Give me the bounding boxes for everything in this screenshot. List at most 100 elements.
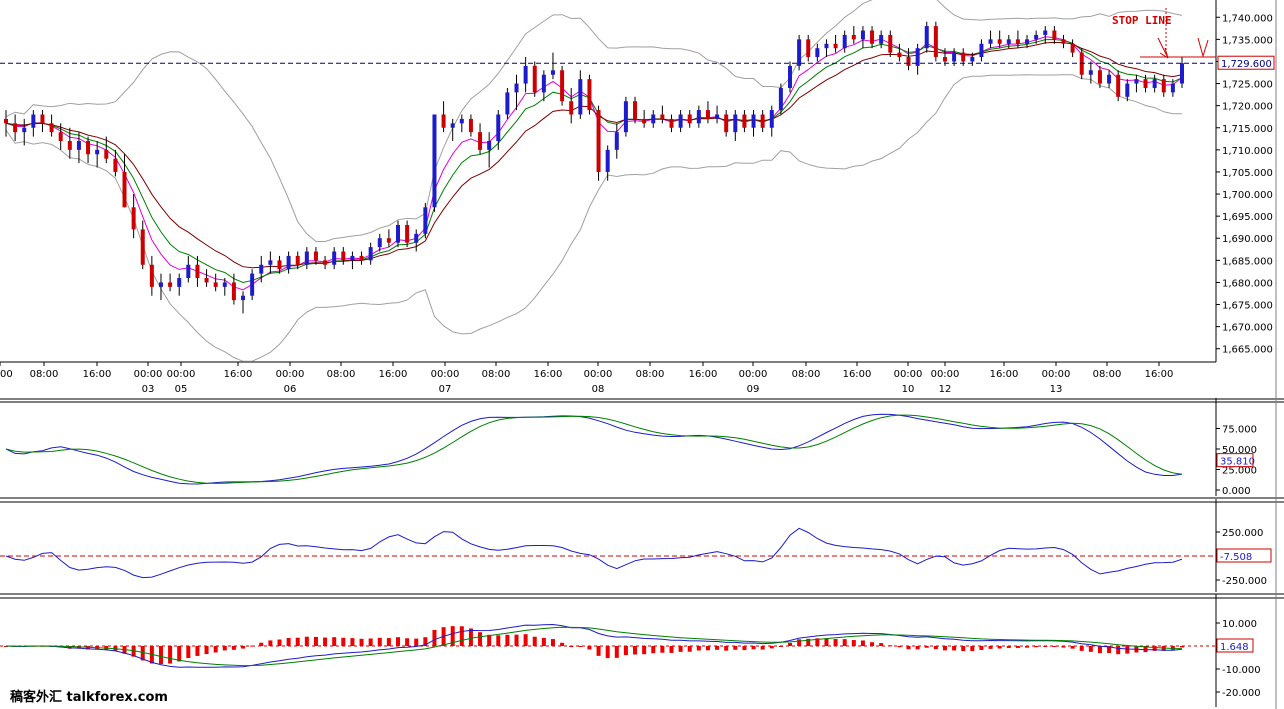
candle xyxy=(523,57,528,93)
x-date-label: 06 xyxy=(284,384,297,395)
candle-body xyxy=(250,273,255,296)
macd-hist-bar xyxy=(277,639,282,646)
macd-hist-bar xyxy=(350,638,355,646)
macd-hist-bar xyxy=(587,646,592,650)
candle-body xyxy=(1088,70,1093,75)
candle xyxy=(997,30,1002,49)
macd-hist-bar xyxy=(888,645,893,647)
macd-hist-bar xyxy=(788,642,792,646)
macd-hist-bar xyxy=(168,646,173,664)
candle xyxy=(760,110,765,133)
candle xyxy=(459,114,464,133)
candle-body xyxy=(1116,74,1121,97)
macd-hist-bar xyxy=(177,646,182,662)
candle xyxy=(687,110,692,128)
macd-hist-bar xyxy=(1180,646,1184,648)
candle xyxy=(4,110,8,137)
macd-hist-bar xyxy=(696,646,701,651)
macd-hist-bar xyxy=(250,645,255,647)
macd-hist-bar xyxy=(332,637,337,646)
candle-body xyxy=(578,79,583,115)
macd-hist-bar xyxy=(241,646,246,649)
candle-body xyxy=(1170,83,1175,93)
macd-hist-bar xyxy=(815,638,820,646)
candle-body xyxy=(4,118,8,124)
candle xyxy=(660,105,665,124)
candle-body xyxy=(1043,30,1048,35)
macd-hist-bar xyxy=(195,646,200,656)
macd-hist-bar xyxy=(833,639,838,646)
macd-signal-line xyxy=(5,626,1183,667)
macd-hist-bar xyxy=(204,646,209,655)
candle-body xyxy=(1152,79,1157,88)
candle-body xyxy=(432,114,437,208)
candle-body xyxy=(788,65,792,88)
candle xyxy=(241,291,246,314)
candle-body xyxy=(259,264,264,274)
candle xyxy=(623,96,628,137)
candle-body xyxy=(1134,79,1139,84)
candle xyxy=(195,255,200,287)
candle xyxy=(1088,61,1093,84)
macd-hist-bar xyxy=(550,639,555,646)
candle-body xyxy=(195,264,200,279)
macd-hist-bar xyxy=(432,629,437,646)
macd-hist-bar xyxy=(724,646,729,651)
candle xyxy=(40,110,45,133)
macd-hist-bar xyxy=(523,634,528,646)
candles xyxy=(4,21,1184,314)
candle xyxy=(478,123,483,155)
candle-body xyxy=(715,114,720,119)
candle xyxy=(432,114,437,212)
macd-hist-bar xyxy=(222,646,227,651)
candle xyxy=(605,145,610,181)
candle xyxy=(204,269,209,287)
macd-hist-bar xyxy=(705,646,710,651)
candle xyxy=(769,105,774,137)
candle-body xyxy=(405,224,410,243)
candle xyxy=(149,255,154,296)
candle xyxy=(1116,70,1121,102)
macd-hist-bar xyxy=(514,634,519,646)
candle xyxy=(259,255,264,283)
y-tick-label: 1,715.000 xyxy=(1222,124,1273,135)
macd-hist-bar xyxy=(614,646,619,658)
candle-body xyxy=(778,87,783,111)
macd-hist-bar xyxy=(268,640,273,646)
macd-hist-bar xyxy=(952,646,957,651)
macd-hist-bar xyxy=(341,637,346,646)
cci-value-box xyxy=(1216,548,1272,563)
stop-line-annotation: STOP LINE xyxy=(1112,8,1216,59)
candle-body xyxy=(550,70,555,75)
candle-body xyxy=(31,114,36,128)
candle xyxy=(1161,74,1166,97)
candle xyxy=(177,273,182,296)
candle xyxy=(222,278,227,296)
candle-body xyxy=(870,30,875,44)
candle xyxy=(1006,34,1011,49)
bollinger-upper xyxy=(5,0,1183,242)
candle xyxy=(295,251,300,270)
candle xyxy=(860,26,865,49)
x-tick-label: 08:00 xyxy=(636,369,665,380)
macd-hist-bar xyxy=(487,634,492,646)
candle-body xyxy=(368,247,373,261)
candle-body xyxy=(104,149,109,159)
x-tick-label: 16:00 xyxy=(689,369,718,380)
candle xyxy=(915,43,920,75)
candle-body xyxy=(22,127,27,133)
candle-body xyxy=(1006,39,1011,44)
candle-body xyxy=(623,101,628,133)
macd-hist-bar xyxy=(760,646,765,650)
candle-body xyxy=(560,70,565,102)
macd-hist-bar xyxy=(423,637,428,646)
candle-body xyxy=(231,282,236,301)
macd-hist-bar xyxy=(870,642,875,646)
macd-hist-bar xyxy=(1034,646,1039,648)
y-tick-label: 1,705.000 xyxy=(1222,168,1273,179)
macd-hist-bar xyxy=(1152,646,1157,651)
candle xyxy=(1180,57,1184,88)
